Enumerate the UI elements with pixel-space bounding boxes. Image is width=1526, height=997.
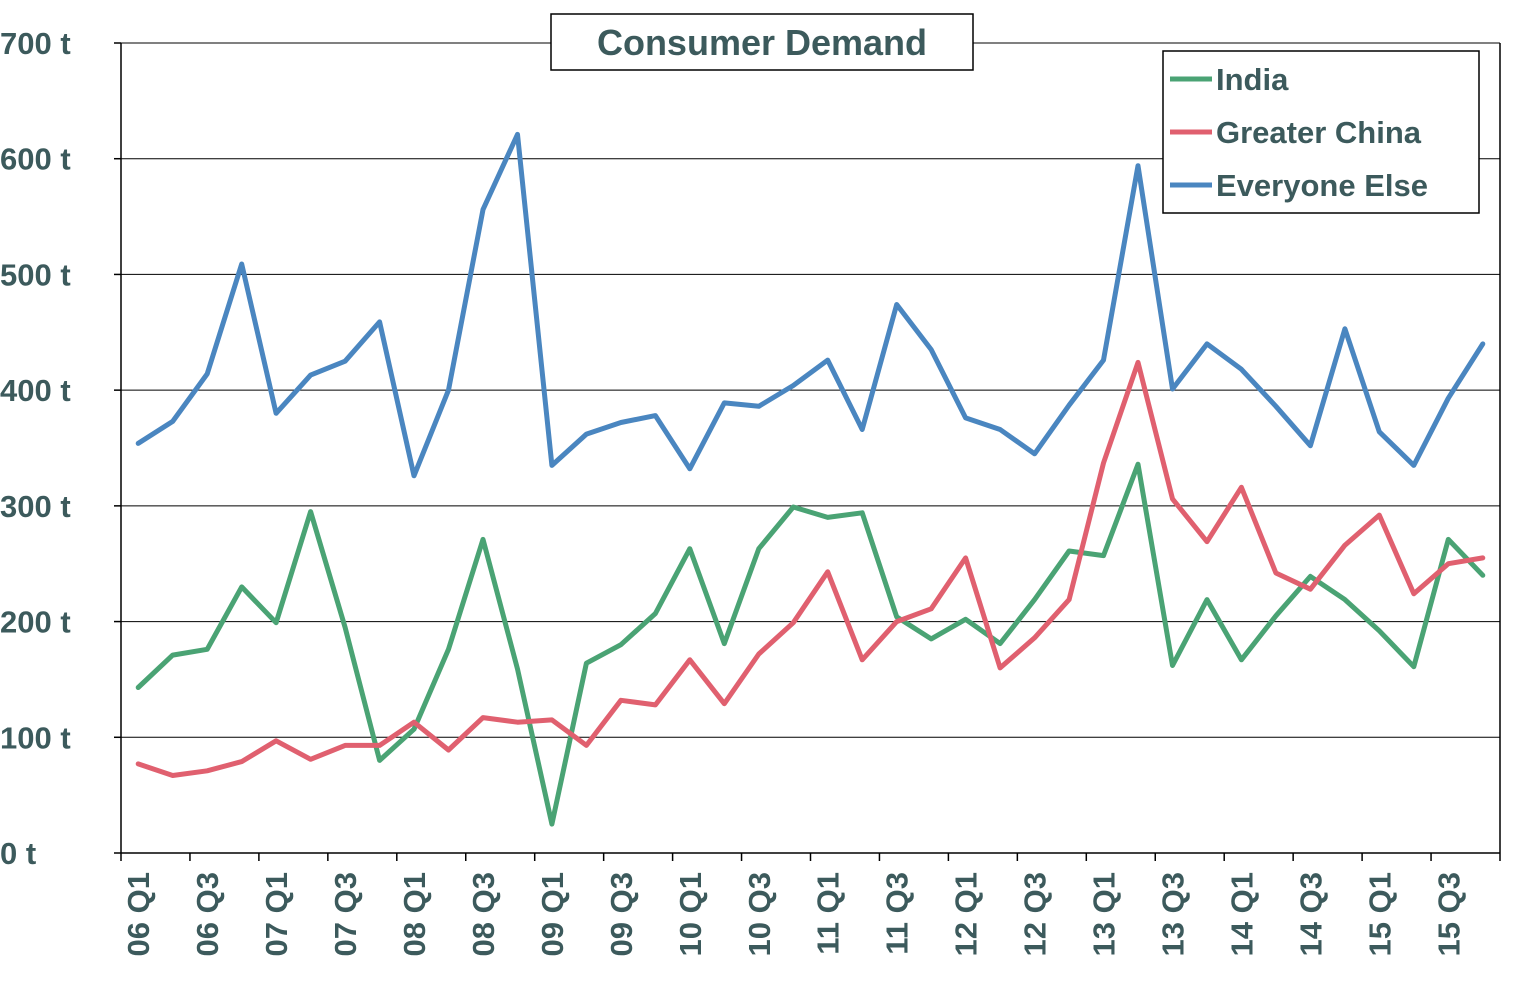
- y-tick-label: 300 t: [0, 489, 71, 524]
- x-tick-label: 08 Q3: [466, 872, 501, 956]
- x-tick-label: 15 Q1: [1362, 872, 1397, 956]
- x-tick-label: 11 Q3: [880, 872, 915, 955]
- y-axis-ticks: 0 t 100 t 200 t 300 t 400 t 500 t 600 t 700 t: [0, 26, 121, 871]
- x-tick-label: 09 Q1: [535, 872, 570, 956]
- y-tick-label: 500 t: [0, 257, 71, 292]
- series-line-greater-china: [135, 359, 1486, 778]
- y-tick-label: 600 t: [0, 142, 71, 177]
- chart-title: Consumer Demand: [550, 13, 974, 71]
- legend-label-greater-china: Greater China: [1216, 115, 1422, 150]
- x-tick-label: 13 Q1: [1087, 872, 1122, 956]
- x-axis-ticks: 06 Q1 06 Q3 07 Q1 07 Q3 08 Q1 08 Q3 09 Q1 09 Q3…: [120, 853, 1501, 956]
- x-tick-label: 12 Q3: [1018, 872, 1053, 956]
- chart-title-text: Consumer Demand: [597, 22, 927, 63]
- x-tick-label: 07 Q1: [259, 872, 294, 956]
- x-tick-label: 09 Q3: [604, 872, 639, 956]
- x-tick-label: 12 Q1: [949, 872, 984, 956]
- series-line-india: [135, 461, 1486, 827]
- x-tick-label: 10 Q3: [742, 872, 777, 956]
- legend: India Greater China Everyone Else: [1162, 50, 1480, 214]
- y-tick-label: 200 t: [0, 605, 71, 640]
- x-tick-label: 06 Q1: [121, 872, 156, 956]
- y-tick-label: 100 t: [0, 720, 71, 755]
- x-tick-label: 14 Q1: [1224, 872, 1259, 956]
- x-tick-label: 08 Q1: [397, 872, 432, 956]
- x-tick-label: 06 Q3: [190, 872, 225, 956]
- x-tick-label: 10 Q1: [673, 872, 708, 956]
- x-tick-label: 11 Q1: [811, 872, 846, 955]
- x-tick-label: 07 Q3: [328, 872, 363, 956]
- y-tick-label: 700 t: [0, 26, 71, 61]
- y-tick-label: 400 t: [0, 373, 71, 408]
- y-tick-label: 0 t: [0, 836, 36, 871]
- x-tick-label: 14 Q3: [1293, 872, 1328, 956]
- legend-label-everyone-else: Everyone Else: [1216, 168, 1428, 203]
- gridlines: [121, 42, 1500, 738]
- legend-label-india: India: [1216, 62, 1289, 97]
- series-lines: [135, 131, 1486, 827]
- x-tick-label: 15 Q3: [1431, 872, 1466, 956]
- series-line-everyone-else: [135, 131, 1486, 479]
- x-tick-label: 13 Q3: [1155, 872, 1190, 956]
